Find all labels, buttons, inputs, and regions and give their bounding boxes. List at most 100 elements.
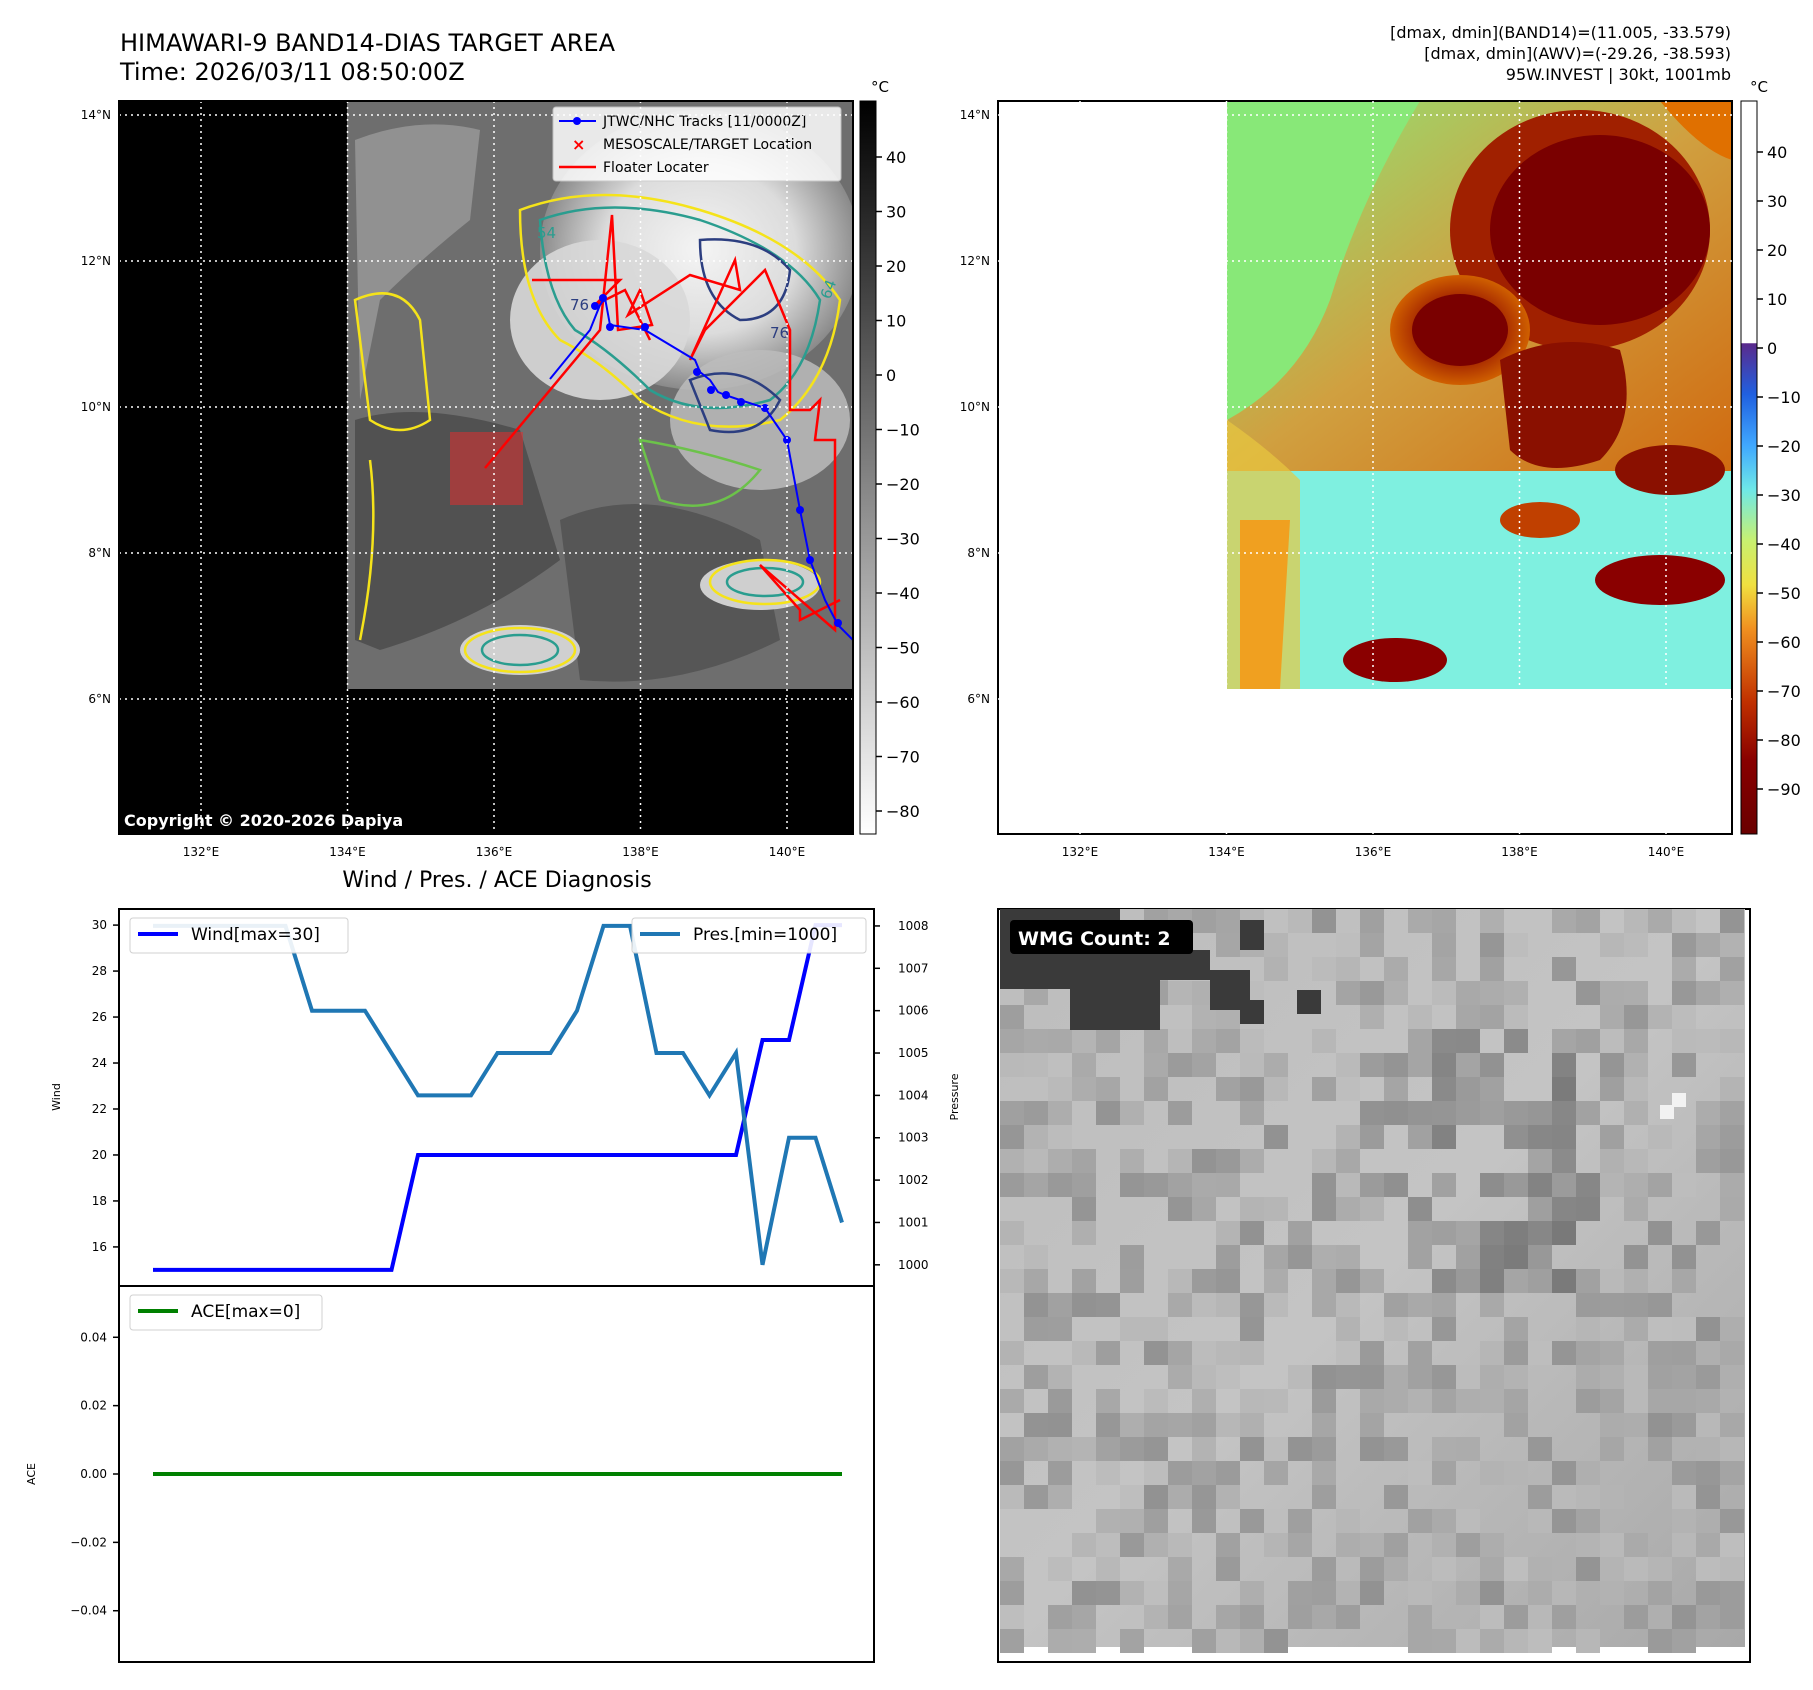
ace-tick-label: −0.02: [70, 1535, 107, 1549]
colorbar-tick-label: −70: [1767, 682, 1801, 701]
colorbar-tick-label: −80: [1767, 731, 1801, 750]
track-point: [693, 368, 701, 376]
wind-tick-label: 22: [92, 1102, 107, 1116]
lon-tick-label: 132°E: [183, 845, 220, 859]
colorbar-tick-label: 20: [886, 257, 906, 276]
wind-tick-label: 16: [92, 1240, 107, 1254]
legend-track-label: JTWC/NHC Tracks [11/0000Z]: [602, 114, 806, 130]
colorbar-tick-label: −50: [886, 639, 920, 658]
ace-tick-label: 0.00: [80, 1467, 107, 1481]
pressure-legend: Pres.[min=1000]: [631, 917, 867, 954]
pressure-tick-label: 1005: [898, 1046, 929, 1060]
ir-colorbar-unit: °C: [871, 78, 889, 96]
wind-tick-label: 18: [92, 1194, 107, 1208]
track-point: [761, 404, 769, 412]
track-point: [796, 506, 804, 514]
colorbar-tick-label: 30: [1767, 192, 1787, 211]
ace-tick-label: 0.04: [80, 1330, 107, 1344]
colorbar-tick-label: −30: [1767, 486, 1801, 505]
awv-gridlines: [998, 101, 1732, 834]
ace-legend: ACE[max=0]: [129, 1294, 323, 1331]
track-point: [641, 323, 649, 331]
colorbar-tick-label: −10: [886, 421, 920, 440]
lon-tick-label: 134°E: [329, 845, 366, 859]
awv-colorbar-unit: °C: [1750, 78, 1768, 96]
lat-tick-label: 14°N: [81, 108, 111, 122]
pressure-axis-label: Pressure: [948, 1073, 961, 1120]
ace-ticks: 0.04 0.02 0.00 −0.02 −0.04: [70, 1330, 119, 1618]
lon-tick-label: 138°E: [1501, 845, 1538, 859]
awv-map-panel: [997, 100, 1733, 835]
awv-axis-labels: 14°N 12°N 10°N 8°N 6°N 132°E 134°E 136°E 138°E 14…: [960, 108, 1685, 859]
ir-legend: JTWC/NHC Tracks [11/0000Z] × MESOSCALE/T…: [552, 106, 842, 182]
colorbar-tick-label: 40: [1767, 143, 1787, 162]
contour-label: 54: [537, 224, 556, 242]
wind-legend-label: Wind[max=30]: [191, 925, 320, 945]
lon-tick-label: 132°E: [1062, 845, 1099, 859]
pressure-tick-label: 1000: [898, 1258, 929, 1272]
stats-band14: [dmax, dmin](BAND14)=(11.005, -33.579): [1390, 23, 1731, 42]
contour-label: 76: [770, 324, 789, 342]
wind-pressure-axes: [118, 908, 875, 1287]
colorbar-tick-label: −20: [886, 475, 920, 494]
storm-info: 95W.INVEST | 30kt, 1001mb: [1506, 65, 1731, 84]
colorbar-tick-label: 0: [1767, 339, 1777, 358]
colorbar-tick-label: 20: [1767, 241, 1787, 260]
ir-map-panel: 54 64 76 76 JTWC/NHC Tracks [11/0000Z] ×…: [119, 101, 853, 834]
colorbar-tick-label: −90: [1767, 780, 1801, 799]
copyright-text: Copyright © 2020-2026 Dapiya: [124, 811, 403, 830]
track-point: [783, 436, 791, 444]
lat-tick-label: 6°N: [88, 692, 111, 706]
contour-label: 64: [817, 277, 840, 301]
wind-tick-label: 30: [92, 918, 107, 932]
lon-tick-label: 136°E: [476, 845, 513, 859]
lon-tick-label: 140°E: [769, 845, 806, 859]
colorbar-tick-label: 10: [1767, 290, 1787, 309]
wind-tick-label: 28: [92, 964, 107, 978]
lat-tick-label: 12°N: [81, 254, 111, 268]
track-point: [806, 556, 814, 564]
colorbar-tick-label: −30: [886, 530, 920, 549]
target-location-box: [450, 432, 523, 505]
wind-ticks: 16 18 20 22 24 26 28 30: [92, 918, 119, 1254]
pressure-tick-label: 1006: [898, 1004, 929, 1018]
ace-legend-label: ACE[max=0]: [191, 1302, 300, 1322]
colorbar-tick-label: 0: [886, 366, 896, 385]
legend-target-label: MESOSCALE/TARGET Location: [603, 137, 812, 153]
lon-tick-label: 140°E: [1648, 845, 1685, 859]
lat-tick-label: 6°N: [967, 692, 990, 706]
wind-tick-label: 20: [92, 1148, 107, 1162]
wind-tick-label: 26: [92, 1010, 107, 1024]
awv-colorbar: °C 40 30 20 10 0 −10 −20 −30 −40 −50 −60 −70 −80 −90: [1740, 78, 1801, 835]
figure-title: HIMAWARI-9 BAND14-DIAS TARGET AREA: [120, 29, 616, 57]
wind-series-line: [153, 923, 842, 1272]
ace-tick-label: −0.04: [70, 1604, 107, 1618]
svg-text:×: ×: [572, 135, 585, 154]
pressure-tick-label: 1001: [898, 1215, 929, 1229]
pressure-tick-label: 1003: [898, 1131, 929, 1145]
diagnosis-title: Wind / Pres. / ACE Diagnosis: [342, 868, 651, 893]
wmg-count-label: WMG Count: 2: [1018, 928, 1171, 950]
wind-axis-label: Wind: [50, 1083, 63, 1111]
track-point: [722, 391, 730, 399]
lat-tick-label: 10°N: [960, 400, 990, 414]
pressure-tick-label: 1008: [898, 919, 929, 933]
colorbar-tick-label: −80: [886, 802, 920, 821]
lat-tick-label: 12°N: [960, 254, 990, 268]
pressure-tick-label: 1007: [898, 961, 929, 975]
colorbar-tick-label: −60: [1767, 633, 1801, 652]
lon-tick-label: 134°E: [1208, 845, 1245, 859]
pressure-ticks: 1000 1001 1002 1003 1004 1005 1006 1007 1008: [874, 919, 929, 1272]
contour-label: 76: [570, 296, 589, 314]
wmg-panel: WMG Count: 2: [997, 908, 1751, 1663]
colorbar-tick-label: −40: [886, 584, 920, 603]
figure-time: Time: 2026/03/11 08:50:00Z: [119, 58, 465, 86]
colorbar-tick-label: 30: [886, 203, 906, 222]
lon-tick-label: 136°E: [1355, 845, 1392, 859]
track-point: [834, 619, 842, 627]
lon-tick-label: 138°E: [622, 845, 659, 859]
lat-tick-label: 14°N: [960, 108, 990, 122]
ace-axis-label: ACE: [25, 1463, 38, 1485]
pressure-tick-label: 1002: [898, 1173, 929, 1187]
